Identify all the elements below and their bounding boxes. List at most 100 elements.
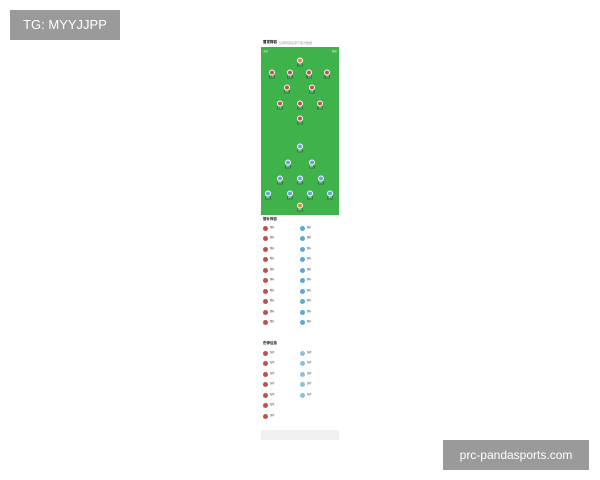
list-item[interactable]: 伤停 [263,412,300,420]
player-marker[interactable]: 客队 [265,190,272,200]
player-marker[interactable]: 客队 [285,159,292,169]
list-item[interactable]: 替补 [263,235,300,243]
player-marker[interactable]: 客队 [276,175,283,185]
list-item[interactable]: 替补 [263,277,300,285]
player-name: 伤停 [307,361,312,365]
player-tag: 主队 [296,63,304,67]
player-marker[interactable]: 客队 [296,202,304,212]
player-tag: 客队 [296,149,304,153]
player-marker[interactable]: 主队 [286,69,293,79]
list-item[interactable]: 伤停 [263,402,300,410]
list-item[interactable]: 替补 [300,298,337,306]
player-tag: 客队 [286,196,293,200]
player-avatar [300,361,305,366]
pitch: 主队 客队 主队 主队 主队 主队 主队 主队 主队 主队 主队 主队 主队 客队 客队 客队 客队 客队 客队… [261,47,339,215]
player-name: 替补 [307,236,312,240]
list-item[interactable]: 替补 [300,245,337,253]
player-marker[interactable]: 主队 [308,84,315,94]
player-marker[interactable]: 主队 [306,69,313,79]
list-item[interactable]: 伤停 [300,391,337,399]
player-marker[interactable]: 客队 [296,175,304,185]
player-avatar [300,382,305,387]
player-tag: 主队 [268,75,275,79]
lineup-header: 首发阵容 比赛阵容来源于官方数据 [261,38,339,47]
player-avatar [296,175,303,182]
player-tag: 主队 [308,90,315,94]
player-avatar [263,403,268,408]
player-marker[interactable]: 主队 [296,57,304,67]
list-item[interactable]: 伤停 [263,360,300,368]
list-item[interactable]: 替补 [300,266,337,274]
player-marker[interactable]: 主队 [283,84,290,94]
list-item[interactable]: 替补 [263,245,300,253]
list-item[interactable]: 替补 [300,287,337,295]
list-item[interactable]: 伤停 [300,381,337,389]
list-item[interactable]: 替补 [300,235,337,243]
list-item[interactable] [300,412,337,420]
list-item[interactable]: 替补 [263,287,300,295]
player-tag: 主队 [306,75,313,79]
list-item[interactable]: 替补 [263,308,300,316]
watermark-telegram: TG: MYYJJPP [10,10,120,40]
player-name: 伤停 [307,371,312,375]
list-item[interactable]: 伤停 [300,360,337,368]
player-marker[interactable]: 主队 [276,100,283,110]
list-item[interactable] [300,402,337,410]
player-name: 伤停 [270,371,275,375]
list-item[interactable]: 替补 [263,224,300,232]
player-marker[interactable]: 客队 [308,159,315,169]
player-avatar [263,392,268,398]
player-tag: 客队 [276,181,283,185]
player-avatar [296,115,303,122]
player-name: 替补 [307,309,312,313]
player-avatar [308,84,315,91]
list-item[interactable]: 伤停 [263,391,300,399]
list-item[interactable]: 伤停 [263,381,300,389]
player-marker[interactable]: 主队 [296,115,304,125]
player-name: 伤停 [307,350,312,354]
list-item[interactable]: 替补 [300,224,337,232]
list-item[interactable]: 替补 [263,256,300,264]
list-item[interactable]: 伤停 [263,370,300,378]
player-tag: 主队 [296,121,304,125]
player-avatar [263,361,268,366]
list-item[interactable]: 伤停 [263,349,300,357]
player-marker[interactable]: 客队 [296,143,304,153]
player-avatar [300,371,305,377]
list-item[interactable]: 替补 [300,277,337,285]
list-item[interactable]: 伤停 [300,370,337,378]
list-item[interactable]: 替补 [263,298,300,306]
player-avatar [300,236,305,241]
player-avatar [285,159,292,166]
player-marker[interactable]: 客队 [286,190,293,200]
away-team-label: 客队 [331,50,337,53]
player-name: 替补 [270,299,275,303]
subs-list: 替补 替补 替补 替补 替补 替补 替补 替补 替补 替补 替补 替补 替补 替补 替补 替补 替补 替补 替补 替补 [263,224,337,327]
player-marker[interactable]: 客队 [318,175,325,185]
list-item[interactable]: 替补 [300,319,337,327]
player-marker[interactable]: 客队 [327,190,334,200]
list-item[interactable]: 替补 [263,266,300,274]
list-item[interactable]: 替补 [263,319,300,327]
subs-title: 替补阵容 [263,217,277,221]
player-name: 替补 [307,299,312,303]
player-avatar [263,267,268,273]
footer-bar [261,430,339,440]
list-item[interactable]: 伤停 [300,349,337,357]
player-name: 替补 [270,257,275,261]
player-avatar [300,288,305,294]
player-avatar [300,225,305,231]
player-avatar [263,288,268,294]
list-item[interactable]: 替补 [300,308,337,316]
player-avatar [283,84,290,91]
player-name: 伤停 [307,382,312,386]
player-marker[interactable]: 主队 [268,69,275,79]
player-avatar [296,143,303,150]
player-marker[interactable]: 主队 [324,69,331,79]
player-tag: 主队 [286,75,293,79]
player-marker[interactable]: 主队 [296,100,304,110]
player-marker[interactable]: 主队 [317,100,324,110]
player-tag: 客队 [308,165,315,169]
list-item[interactable]: 替补 [300,256,337,264]
player-marker[interactable]: 客队 [307,190,314,200]
